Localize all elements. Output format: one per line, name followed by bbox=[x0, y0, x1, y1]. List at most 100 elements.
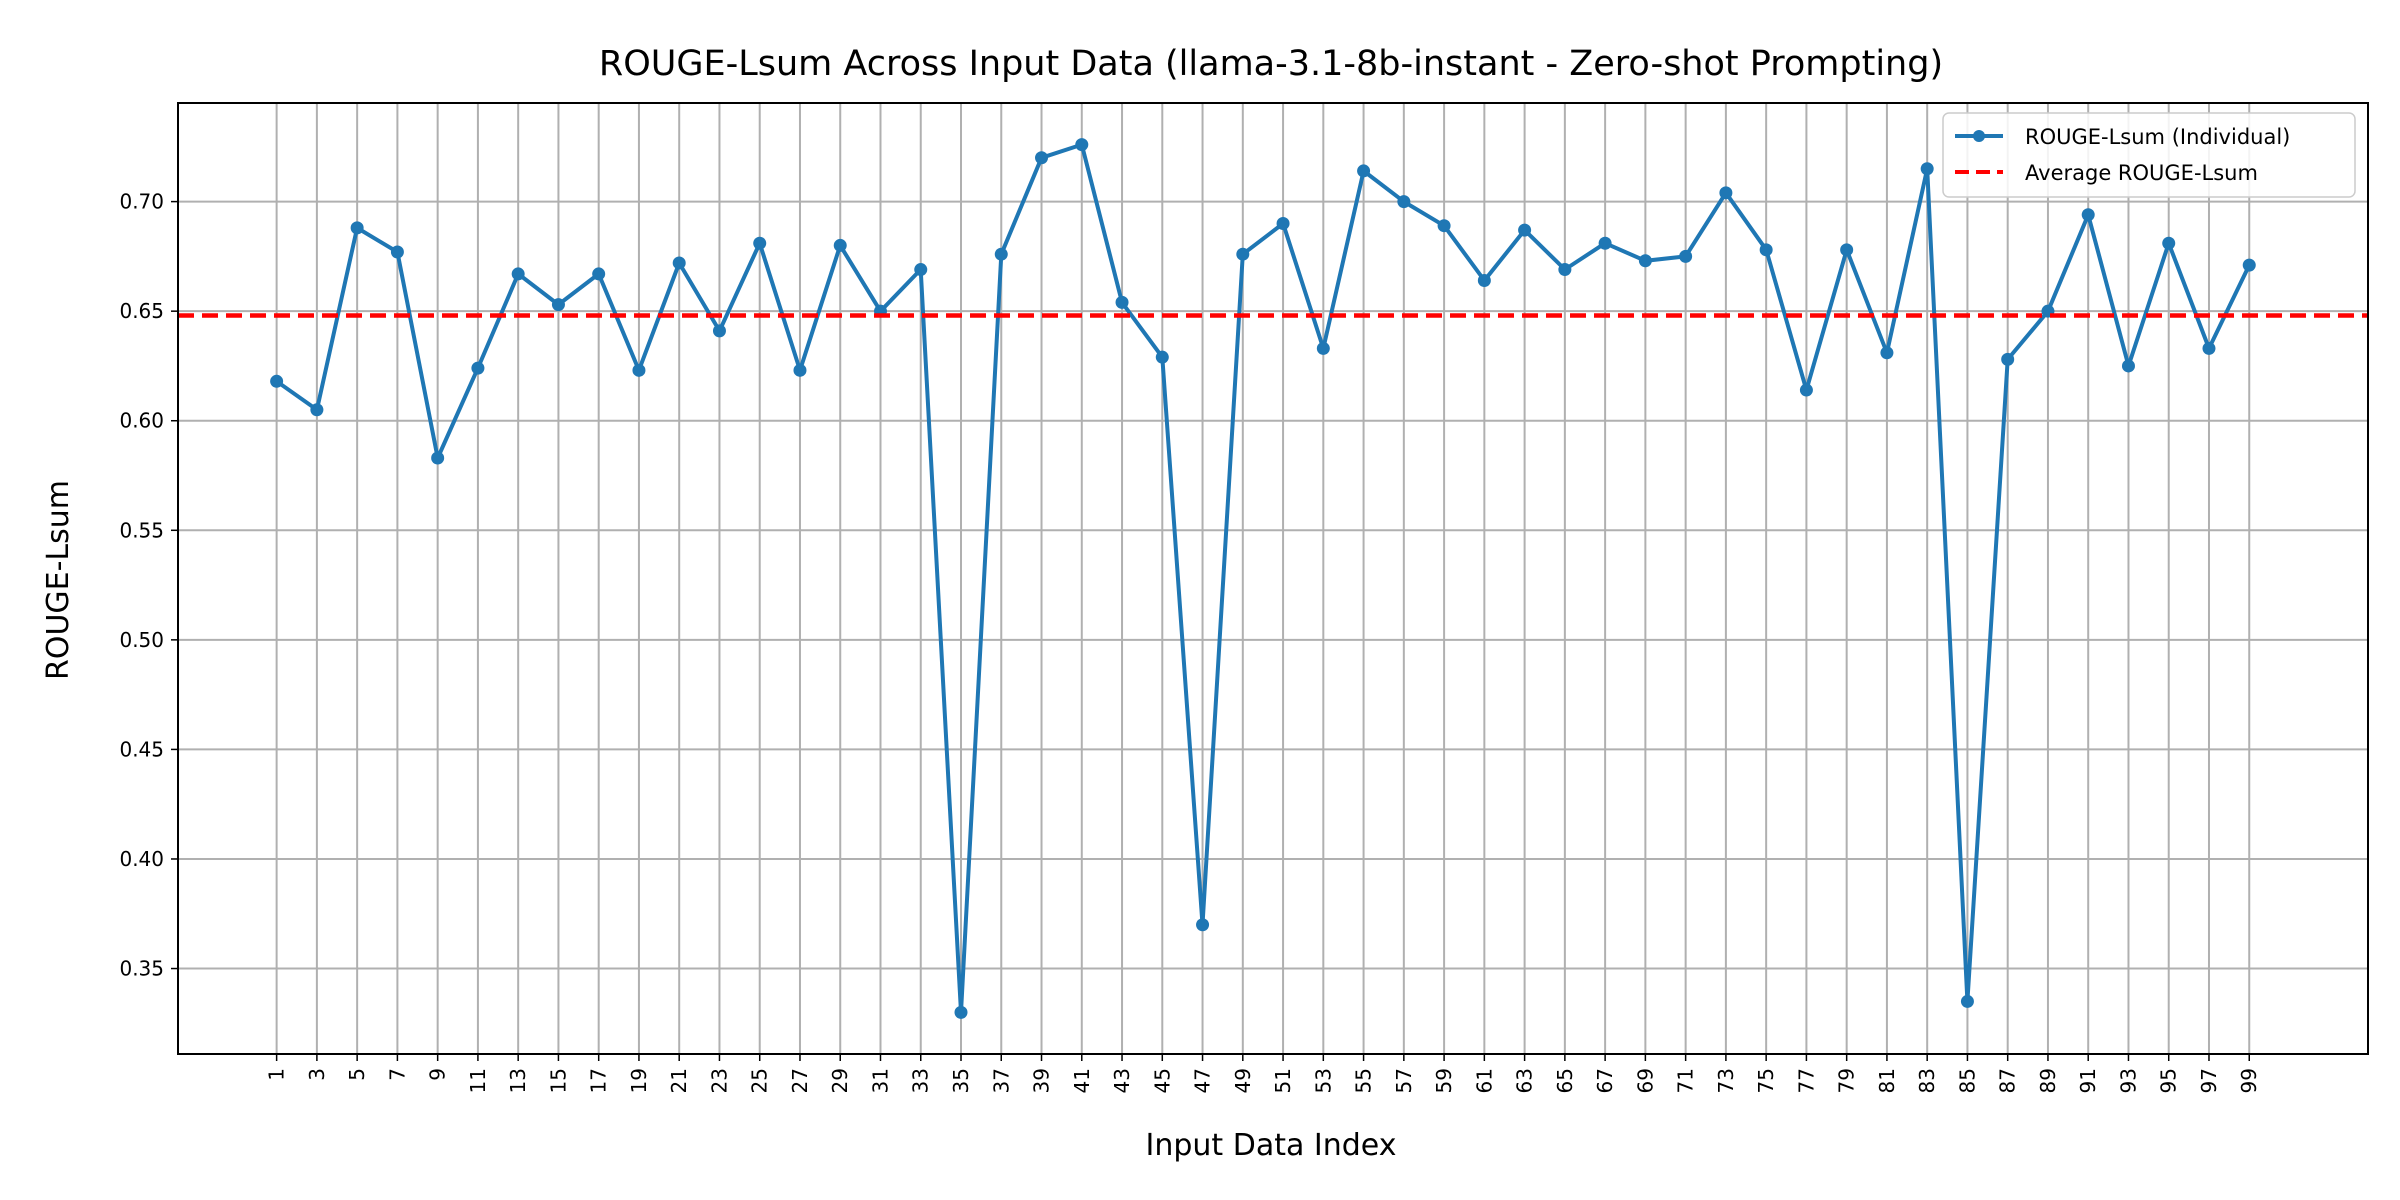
legend-label-average: Average ROUGE-Lsum bbox=[2025, 161, 2258, 185]
x-tick-label: 41 bbox=[1070, 1068, 1094, 1093]
x-tick-label: 95 bbox=[2157, 1068, 2181, 1093]
x-tick-label: 31 bbox=[868, 1068, 892, 1093]
x-tick-label: 7 bbox=[385, 1068, 409, 1081]
data-point bbox=[914, 263, 928, 277]
data-point bbox=[954, 1005, 968, 1019]
x-tick-label: 51 bbox=[1271, 1068, 1295, 1093]
x-tick-label: 49 bbox=[1231, 1068, 1255, 1093]
x-tick-label: 67 bbox=[1593, 1068, 1617, 1093]
x-tick-label: 65 bbox=[1553, 1068, 1577, 1093]
legend-box bbox=[1942, 112, 2356, 198]
data-point bbox=[632, 363, 646, 377]
y-tick-label: 0.40 bbox=[119, 847, 164, 871]
data-point bbox=[1679, 249, 1693, 263]
x-tick-label: 15 bbox=[546, 1068, 570, 1093]
x-axis-ticks: 1 3 5 7 9 11 13 15 17 19 21 23 25 27 29 31 33 35 37 39 41 43 4… bbox=[265, 1054, 2261, 1093]
data-point bbox=[2121, 359, 2135, 373]
data-point bbox=[270, 374, 284, 388]
data-point bbox=[833, 238, 847, 252]
y-tick-label: 0.65 bbox=[119, 299, 164, 323]
x-tick-label: 37 bbox=[989, 1068, 1013, 1093]
plot-series bbox=[178, 138, 2368, 1019]
chart-title: ROUGE-Lsum Across Input Data (llama-3.1-… bbox=[599, 44, 1943, 84]
data-point bbox=[431, 451, 445, 465]
x-tick-label: 19 bbox=[627, 1068, 651, 1093]
series-line-individual bbox=[275, 142, 2252, 1015]
data-point bbox=[2242, 258, 2256, 272]
x-tick-label: 57 bbox=[1392, 1068, 1416, 1093]
y-tick-label: 0.45 bbox=[119, 737, 164, 761]
x-tick-label: 75 bbox=[1754, 1068, 1778, 1093]
data-point bbox=[511, 267, 525, 281]
x-tick-label: 61 bbox=[1472, 1068, 1496, 1093]
plot-frame bbox=[177, 102, 2369, 1055]
x-tick-label: 77 bbox=[1794, 1068, 1818, 1093]
data-point bbox=[1357, 164, 1371, 178]
x-tick-label: 3 bbox=[305, 1068, 329, 1081]
data-point bbox=[2162, 236, 2176, 250]
x-tick-label: 43 bbox=[1110, 1068, 1134, 1093]
x-tick-label: 55 bbox=[1352, 1068, 1376, 1093]
x-tick-label: 73 bbox=[1714, 1068, 1738, 1093]
x-tick-label: 5 bbox=[345, 1068, 369, 1081]
data-point bbox=[1397, 195, 1411, 209]
x-tick-label: 53 bbox=[1311, 1068, 1335, 1093]
x-tick-label: 99 bbox=[2237, 1068, 2261, 1093]
data-point bbox=[1799, 383, 1813, 397]
y-tick-label: 0.50 bbox=[119, 628, 164, 652]
x-tick-label: 13 bbox=[506, 1068, 530, 1093]
data-point bbox=[390, 245, 404, 259]
data-point bbox=[1437, 219, 1451, 233]
x-tick-label: 69 bbox=[1633, 1068, 1657, 1093]
x-tick-label: 45 bbox=[1150, 1068, 1174, 1093]
data-point bbox=[592, 267, 606, 281]
y-tick-label: 0.55 bbox=[119, 518, 164, 542]
y-axis-ticks: 0.35 0.40 0.45 0.50 0.55 0.60 0.65 0.70 bbox=[119, 190, 178, 981]
x-tick-label: 93 bbox=[2116, 1068, 2140, 1093]
data-point bbox=[1719, 186, 1733, 200]
data-point bbox=[471, 361, 485, 375]
data-point bbox=[712, 324, 726, 338]
data-point bbox=[1115, 295, 1129, 309]
data-point bbox=[1598, 236, 1612, 250]
data-point bbox=[1075, 138, 1089, 152]
data-point bbox=[672, 256, 686, 270]
x-tick-label: 1 bbox=[265, 1068, 289, 1081]
data-point bbox=[1477, 273, 1491, 287]
x-tick-label: 47 bbox=[1191, 1068, 1215, 1093]
x-tick-label: 79 bbox=[1835, 1068, 1859, 1093]
data-point bbox=[1518, 223, 1532, 237]
x-axis-label: Input Data Index bbox=[1146, 1128, 1397, 1163]
data-point bbox=[2081, 208, 2095, 222]
data-point bbox=[1920, 162, 1934, 176]
data-point bbox=[1880, 346, 1894, 360]
x-tick-label: 39 bbox=[1030, 1068, 1054, 1093]
legend: ROUGE-Lsum (Individual) Average ROUGE-Ls… bbox=[1942, 112, 2356, 198]
legend-label-individual: ROUGE-Lsum (Individual) bbox=[2025, 125, 2290, 149]
data-point bbox=[350, 221, 364, 235]
data-point bbox=[1236, 247, 1250, 261]
x-tick-label: 87 bbox=[1996, 1068, 2020, 1093]
x-tick-label: 91 bbox=[2076, 1068, 2100, 1093]
data-point bbox=[1960, 994, 1974, 1008]
x-tick-label: 59 bbox=[1432, 1068, 1456, 1093]
data-point bbox=[793, 363, 807, 377]
y-tick-label: 0.70 bbox=[119, 190, 164, 214]
x-tick-label: 25 bbox=[748, 1068, 772, 1093]
x-tick-label: 29 bbox=[828, 1068, 852, 1093]
x-tick-label: 33 bbox=[909, 1068, 933, 1093]
data-point bbox=[551, 298, 565, 312]
grid-lines bbox=[178, 103, 2368, 1054]
legend-marker-individual bbox=[1973, 130, 1985, 142]
x-tick-label: 21 bbox=[667, 1068, 691, 1093]
data-point bbox=[1276, 217, 1290, 231]
x-tick-label: 71 bbox=[1674, 1068, 1698, 1093]
x-tick-label: 27 bbox=[788, 1068, 812, 1093]
data-point bbox=[1638, 254, 1652, 268]
data-point bbox=[310, 403, 324, 417]
data-point bbox=[2001, 352, 2015, 366]
x-tick-label: 89 bbox=[2036, 1068, 2060, 1093]
x-tick-label: 81 bbox=[1875, 1068, 1899, 1093]
